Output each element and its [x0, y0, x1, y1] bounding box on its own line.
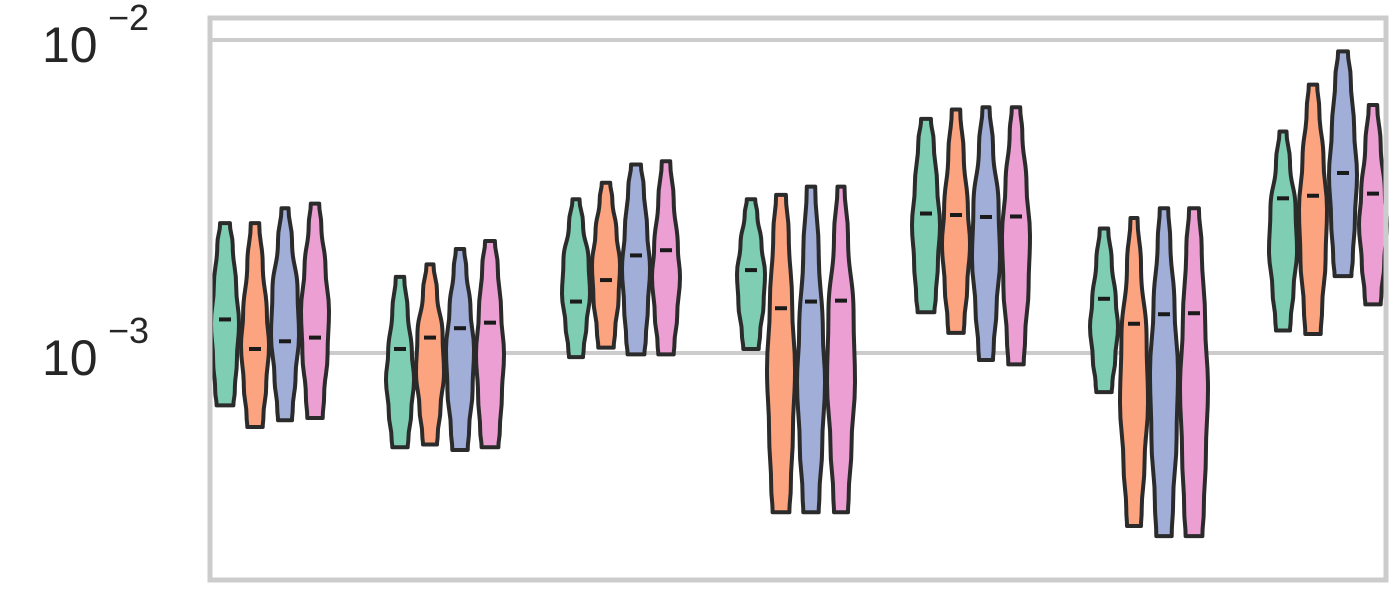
y-tick-label-1: 10 −3: [42, 310, 149, 386]
violin-g3-s2: [590, 180, 622, 350]
violin-group-7: [1267, 49, 1389, 337]
violin-group-5: [910, 105, 1032, 367]
violin-g2-s2: [414, 262, 446, 447]
violin-g5-s4: [1000, 105, 1032, 367]
violin-g6-s2: [1118, 215, 1150, 529]
violin-g2-s4: [474, 238, 506, 450]
y-tick-base: 10: [42, 17, 98, 73]
violin-g7-s4: [1357, 102, 1389, 307]
violin-group-4: [735, 184, 857, 515]
violin-g7-s3: [1327, 49, 1359, 279]
y-tick-exponent: −2: [108, 0, 149, 38]
violin-g1-s1: [209, 221, 241, 408]
y-tick-labels: 10−210−3: [42, 0, 149, 386]
plot-frame: [207, 15, 1389, 583]
violin-g3-s1: [560, 197, 592, 360]
violin-g6-s3: [1148, 206, 1180, 539]
violin-g1-s2: [239, 221, 271, 430]
violin-g6-s4: [1178, 206, 1210, 539]
violin-g3-s4: [650, 159, 682, 357]
violin-g4-s4: [825, 184, 857, 515]
violin-g1-s4: [299, 201, 331, 420]
violin-g1-s3: [269, 206, 301, 423]
violin-g5-s2: [940, 107, 972, 335]
y-tick-exponent: −3: [108, 310, 149, 351]
violin-group-1: [209, 201, 331, 430]
violin-g6-s1: [1088, 226, 1120, 395]
violin-g7-s1: [1267, 129, 1299, 333]
violin-g4-s1: [735, 197, 767, 351]
violin-g7-s2: [1297, 82, 1329, 337]
violin-group-6: [1088, 206, 1210, 539]
violin-g2-s1: [384, 274, 416, 450]
violin-group-3: [560, 159, 682, 360]
violin-g5-s3: [970, 105, 1002, 362]
violin-g3-s3: [620, 162, 652, 357]
y-tick-label-0: 10 −2: [42, 0, 149, 73]
violin-g4-s2: [765, 192, 797, 515]
violin-g2-s3: [444, 246, 476, 452]
violins: [209, 49, 1389, 539]
violin-g4-s3: [795, 184, 827, 515]
grid-lines: [210, 38, 1386, 355]
y-tick-base: 10: [42, 330, 98, 386]
violin-group-2: [384, 238, 506, 452]
